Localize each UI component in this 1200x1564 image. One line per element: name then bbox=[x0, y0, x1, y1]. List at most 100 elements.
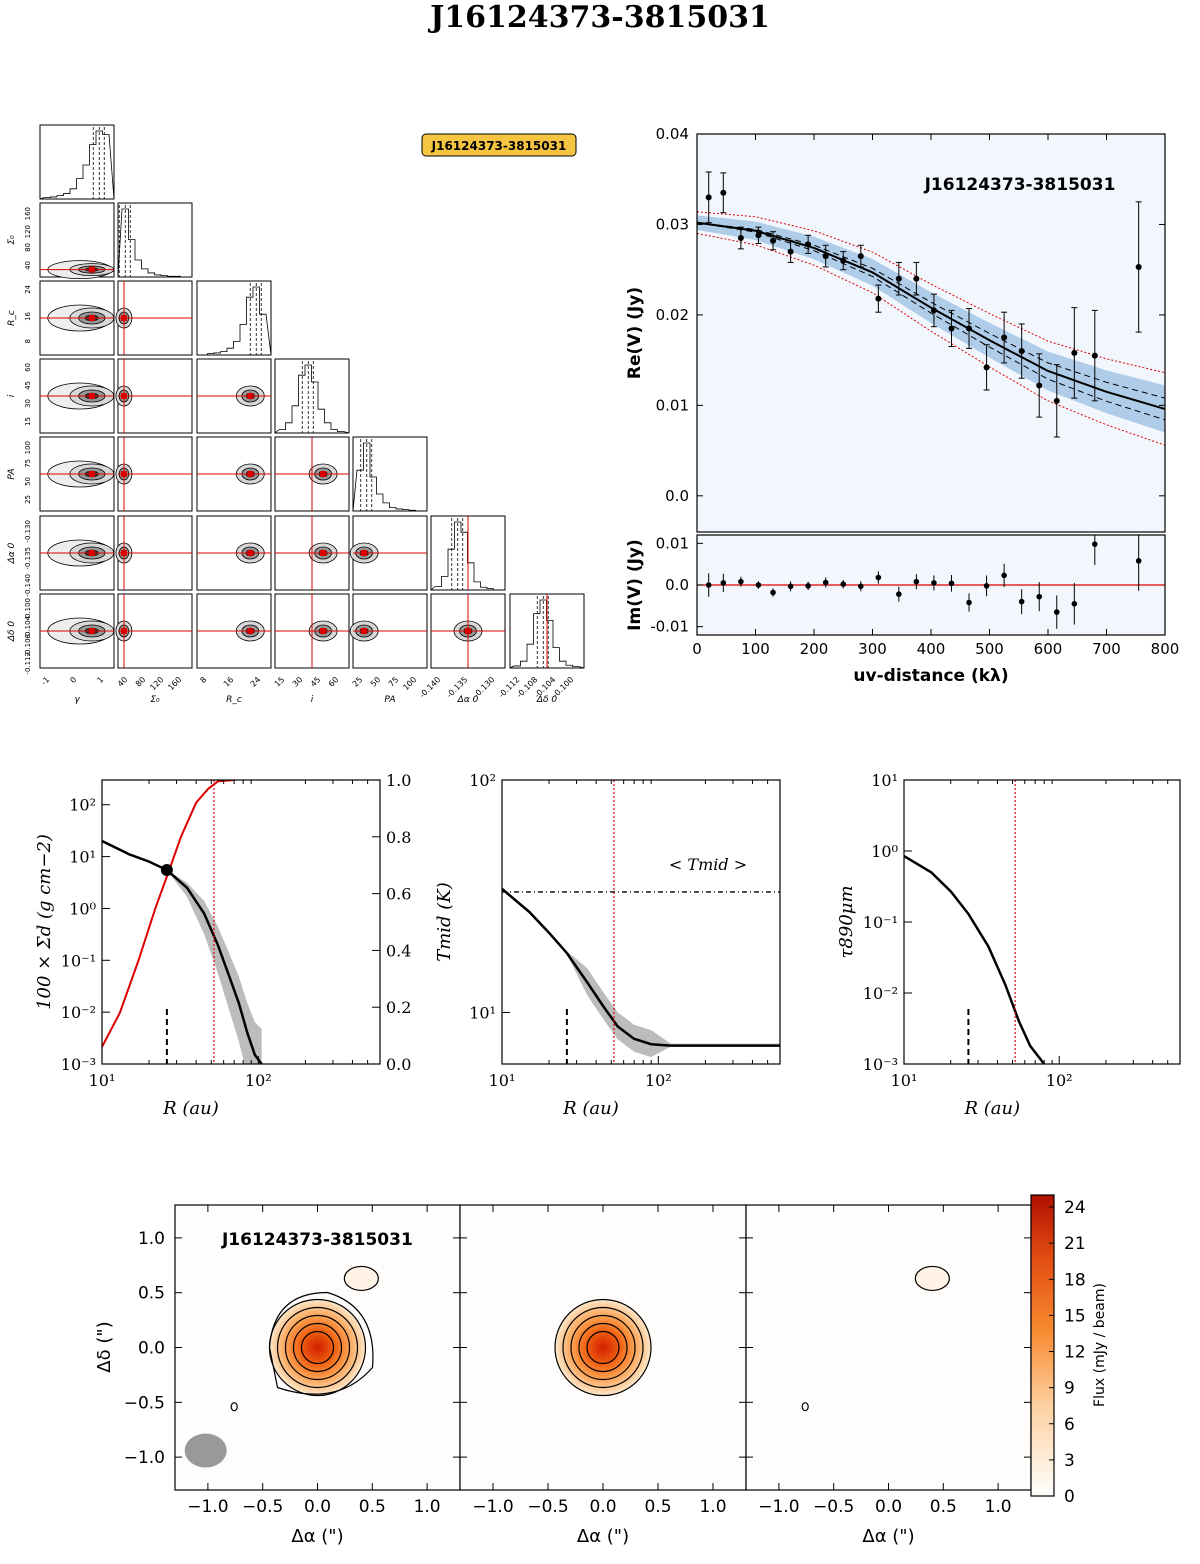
vis-im-ytick-label: -0.01 bbox=[650, 618, 689, 636]
vis-im-point bbox=[858, 583, 864, 590]
corner-frame bbox=[274, 358, 350, 434]
vis-im-point bbox=[931, 580, 937, 586]
corner-truth-marker bbox=[88, 471, 95, 477]
vis-re-point bbox=[770, 237, 777, 244]
corner-ytick: -0.108 bbox=[24, 634, 32, 657]
corner-cell-6-1 bbox=[115, 593, 193, 669]
corner-histogram bbox=[197, 286, 272, 356]
vis-re-point bbox=[840, 257, 847, 264]
vis-re-ylabel: Re(V) (Jy) bbox=[625, 287, 645, 379]
corner-xtick: 16 bbox=[222, 675, 236, 689]
map-xtick-label: −0.5 bbox=[527, 1497, 568, 1517]
vis-re-point bbox=[1001, 334, 1008, 341]
vis-im-point bbox=[1001, 572, 1007, 579]
map-xtick-label: −1.0 bbox=[472, 1497, 513, 1517]
corner-truth-marker bbox=[88, 393, 95, 399]
corner-ylabel: PA bbox=[7, 468, 17, 479]
map-ytick-label: −1.0 bbox=[124, 1448, 165, 1468]
corner-cell-2-0 bbox=[39, 280, 115, 356]
map-small-contour bbox=[801, 1402, 809, 1412]
corner-truth-marker bbox=[120, 628, 127, 634]
corner-ylabel: Σ₀ bbox=[7, 235, 17, 245]
corner-ylabel: i bbox=[7, 394, 17, 397]
vis-ytick-label: 0.01 bbox=[656, 396, 689, 414]
map-emission bbox=[555, 1299, 651, 1396]
vis-im-point bbox=[1036, 593, 1043, 600]
corner-badge-label: J16124373-3815031 bbox=[431, 139, 567, 153]
vis-im-point bbox=[896, 591, 902, 597]
prof1-profile-line bbox=[102, 839, 263, 1064]
vis-im-point bbox=[770, 589, 776, 596]
vis-re-point bbox=[1091, 352, 1098, 359]
corner-badge-box bbox=[421, 133, 577, 157]
corner-xtick: 120 bbox=[148, 675, 165, 692]
prof1-ytick-label: 10⁻² bbox=[61, 1003, 96, 1022]
corner-cell-4-3 bbox=[274, 436, 350, 512]
corner-ytick: -0.130 bbox=[24, 520, 32, 543]
prof2-xtick-label: 10² bbox=[645, 1071, 672, 1090]
vis-dashed-upper bbox=[697, 222, 1165, 399]
corner-truth-marker bbox=[88, 315, 95, 321]
corner-xlabel: PA bbox=[384, 695, 395, 705]
prof1-y2tick-label: 0.8 bbox=[386, 828, 411, 847]
corner-cell-5-2 bbox=[196, 515, 272, 591]
corner-xtick: 50 bbox=[369, 675, 383, 689]
corner-truth-marker bbox=[361, 550, 368, 556]
corner-ytick: 40 bbox=[24, 261, 32, 270]
vis-re-point bbox=[755, 232, 762, 239]
vis-ytick-label: 0.03 bbox=[656, 215, 689, 233]
corner-cell-3-0 bbox=[39, 358, 115, 434]
colorbar-tick-label: 6 bbox=[1064, 1415, 1075, 1435]
colorbar-tick-label: 0 bbox=[1064, 1487, 1075, 1507]
prof3-xtick-label: 10² bbox=[1046, 1071, 1073, 1090]
corner-ytick: 25 bbox=[24, 495, 32, 504]
corner-ytick: -0.140 bbox=[24, 574, 32, 597]
map-secondary-contour bbox=[914, 1265, 950, 1292]
corner-cell-1-0 bbox=[39, 202, 115, 280]
vis-im-point bbox=[948, 580, 955, 587]
corner-xlabel: Σ₀ bbox=[150, 695, 160, 705]
prof3-xlabel: R (au) bbox=[963, 1098, 1020, 1119]
vis-xtick-label: 200 bbox=[800, 640, 829, 658]
map-contour bbox=[276, 1306, 359, 1389]
corner-ytick: -0.100 bbox=[24, 598, 32, 621]
corner-cell-0-0 bbox=[39, 124, 115, 200]
map-panel-residuals: −1.0 −0.5 0.0 0.5 1.0 Δα (") bbox=[745, 1204, 1032, 1547]
corner-xtick: -0.140 bbox=[418, 675, 443, 700]
vis-re-plotarea bbox=[697, 171, 1165, 446]
map-xtick-label: 0.5 bbox=[644, 1497, 671, 1517]
map-emission bbox=[269, 1299, 366, 1396]
map-panel-data: J16124373-3815031 −1.0 −0.5 0.0 0.5 1.0 −1.0 −0… bbox=[124, 1204, 461, 1547]
corner-ylabel: Δδ 0 bbox=[7, 621, 17, 643]
prof2-ytick-label: 10² bbox=[469, 771, 496, 790]
prof2-ylabel: Tmid (K) bbox=[434, 882, 455, 962]
corner-truth-marker bbox=[320, 628, 327, 634]
corner-xtick: 160 bbox=[166, 675, 183, 692]
corner-ytick: 160 bbox=[24, 207, 32, 220]
vis-xtick-label: 300 bbox=[858, 640, 887, 658]
vis-re-point bbox=[913, 275, 920, 282]
vis-re-point bbox=[1018, 348, 1025, 355]
image-maps: J16124373-3815031 −1.0 −0.5 0.0 0.5 1.0 −1.0 −0… bbox=[94, 1194, 1108, 1547]
map-beam bbox=[184, 1433, 227, 1468]
colorbar-tick-label: 9 bbox=[1064, 1379, 1075, 1399]
corner-cell-6-0 bbox=[39, 593, 115, 669]
vis-re-point bbox=[895, 275, 902, 282]
map-xtick-label: 0.0 bbox=[304, 1497, 331, 1517]
corner-xlabel: γ bbox=[74, 695, 80, 705]
prof1-y2tick-label: 0.0 bbox=[386, 1055, 411, 1074]
corner-frame bbox=[39, 124, 115, 200]
corner-xlabel: i bbox=[311, 695, 314, 705]
vis-re-point bbox=[983, 364, 990, 371]
corner-cell-5-4 bbox=[349, 515, 428, 591]
map-source-label: J16124373-3815031 bbox=[221, 1230, 413, 1250]
vis-model-line bbox=[697, 221, 1165, 410]
corner-truth-marker bbox=[120, 315, 127, 321]
corner-ytick: 8 bbox=[24, 339, 32, 343]
vis-im-plotarea bbox=[697, 535, 1165, 629]
vis-im-point bbox=[983, 583, 990, 589]
prof1-ytick-label: 10⁻¹ bbox=[61, 951, 96, 970]
corner-ytick: 80 bbox=[24, 243, 32, 252]
